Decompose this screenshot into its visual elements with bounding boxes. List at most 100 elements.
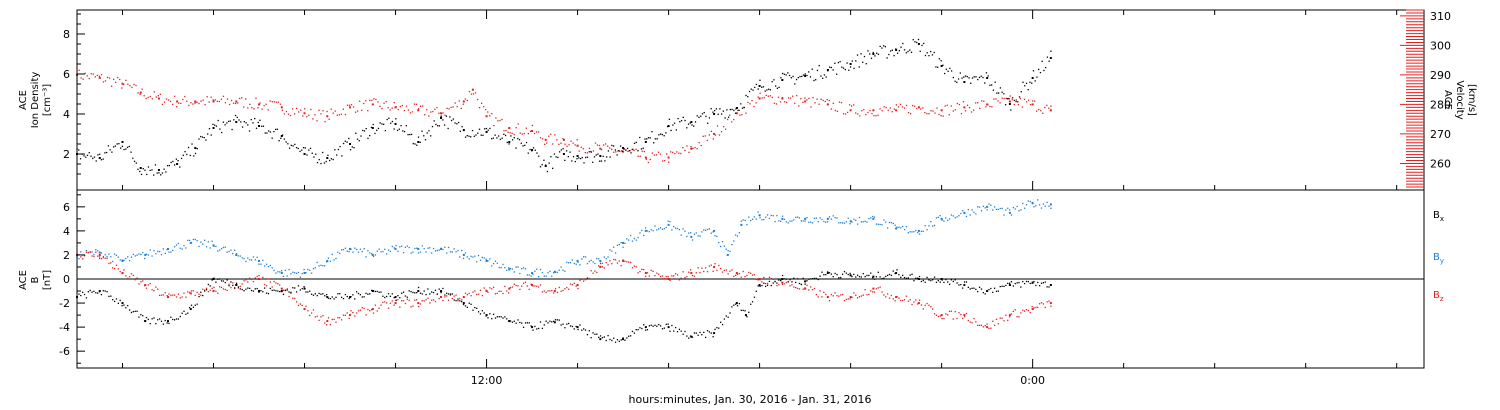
density-trace-dot [849, 66, 852, 68]
bz-trace-dot [1031, 305, 1033, 308]
velocity-trace-dot [397, 108, 399, 111]
bz-trace-dot [462, 296, 465, 299]
density-trace-dot [565, 150, 568, 152]
density-trace-dot [144, 169, 146, 171]
velocity-trace-dot [842, 113, 845, 115]
bx-trace-dot [468, 302, 470, 304]
bx-trace-dot [410, 290, 412, 293]
bx-trace-dot [810, 278, 812, 280]
by-trace-dot [858, 216, 861, 219]
bz-trace-dot [703, 270, 705, 273]
by-trace-dot [575, 263, 577, 265]
bz-trace-dot [391, 300, 393, 302]
bz-trace-dot [982, 326, 984, 328]
bx-trace-dot [339, 293, 341, 295]
bx-trace-dot [960, 283, 962, 286]
velocity-trace-dot [493, 124, 495, 127]
velocity-trace-dot [796, 94, 798, 97]
density-trace-dot [804, 73, 806, 75]
velocity-trace-dot [474, 92, 477, 94]
bz-trace-dot [669, 279, 671, 282]
density-trace-dot [388, 117, 390, 119]
legend-by-sub: y [1440, 257, 1444, 265]
velocity-trace-dot [96, 74, 99, 77]
bz-trace-dot [629, 261, 632, 264]
by-trace-dot [1001, 207, 1003, 210]
bz-trace-dot [691, 274, 694, 277]
density-trace-dot [383, 123, 385, 125]
by-trace-dot [735, 234, 737, 236]
density-trace-dot [727, 116, 730, 118]
by-trace-dot [325, 261, 328, 263]
bx-trace-dot [888, 273, 891, 276]
by-trace-dot [962, 210, 964, 212]
bz-trace-dot [926, 302, 928, 305]
bx-trace-dot [689, 335, 692, 337]
bx-trace-dot [770, 284, 772, 287]
bz-trace-dot [646, 272, 649, 274]
bz-trace-dot [162, 294, 165, 296]
bx-trace-dot [988, 288, 990, 291]
velocity-trace-dot [877, 114, 879, 116]
density-trace-dot [841, 66, 843, 68]
bx-point [371, 290, 374, 293]
bx-trace-dot [862, 272, 864, 275]
velocity-trace-dot [519, 132, 521, 134]
velocity-trace-dot [391, 107, 393, 109]
bz-trace-dot [203, 289, 206, 291]
bz-trace-dot [902, 299, 904, 302]
bz-trace-dot [665, 276, 667, 278]
by-trace-dot [845, 221, 848, 223]
bz-trace-dot [667, 276, 669, 278]
velocity-trace-dot [562, 138, 564, 140]
bx-trace-dot [553, 320, 555, 323]
by-trace-dot [85, 249, 88, 252]
density-trace-dot [898, 50, 900, 52]
velocity-trace-dot [916, 107, 918, 110]
by-trace-dot [1044, 205, 1046, 207]
bx-trace-dot [198, 295, 200, 298]
by-trace-dot [421, 245, 423, 247]
bx-trace-dot [819, 275, 821, 277]
velocity-trace-dot [940, 114, 942, 117]
density-trace-dot [402, 130, 404, 132]
velocity-trace-dot [594, 142, 597, 144]
density-trace-dot [701, 113, 704, 115]
bx-trace-dot [706, 330, 709, 332]
by-trace-dot [462, 257, 465, 259]
velocity-trace-dot [117, 76, 119, 79]
by-trace-dot [783, 218, 786, 221]
density-trace-dot [191, 143, 193, 145]
velocity-trace-dot [1033, 100, 1036, 102]
by-trace-dot [826, 221, 829, 223]
velocity-trace-dot [580, 146, 582, 148]
by-trace-dot [978, 206, 981, 208]
density-trace-dot [637, 150, 639, 152]
velocity-trace-dot [659, 153, 662, 155]
by-trace-dot [412, 251, 414, 253]
density-trace-dot [1034, 80, 1036, 82]
velocity-trace-dot [668, 161, 670, 163]
bz-trace-dot [183, 292, 185, 294]
density-trace-dot [937, 66, 939, 68]
bx-trace-dot [928, 279, 930, 281]
density-trace-dot [351, 146, 353, 148]
density-point [139, 167, 142, 169]
density-trace-dot [517, 137, 519, 140]
density-trace-dot [581, 156, 583, 159]
bz-trace-dot [733, 275, 735, 278]
bx-trace-dot [142, 315, 144, 317]
velocity-tick-label: 280 [1430, 98, 1451, 111]
by-trace-dot [408, 246, 410, 249]
velocity-point [394, 106, 397, 109]
velocity-trace-dot [690, 146, 692, 148]
density-trace-dot [893, 55, 895, 57]
density-trace-dot [569, 151, 571, 153]
by-trace-dot [476, 261, 478, 263]
bz-trace-dot [262, 276, 264, 278]
density-trace-dot [362, 129, 364, 132]
velocity-trace-dot [316, 120, 318, 122]
velocity-trace-dot [733, 118, 735, 121]
density-point [713, 113, 716, 115]
